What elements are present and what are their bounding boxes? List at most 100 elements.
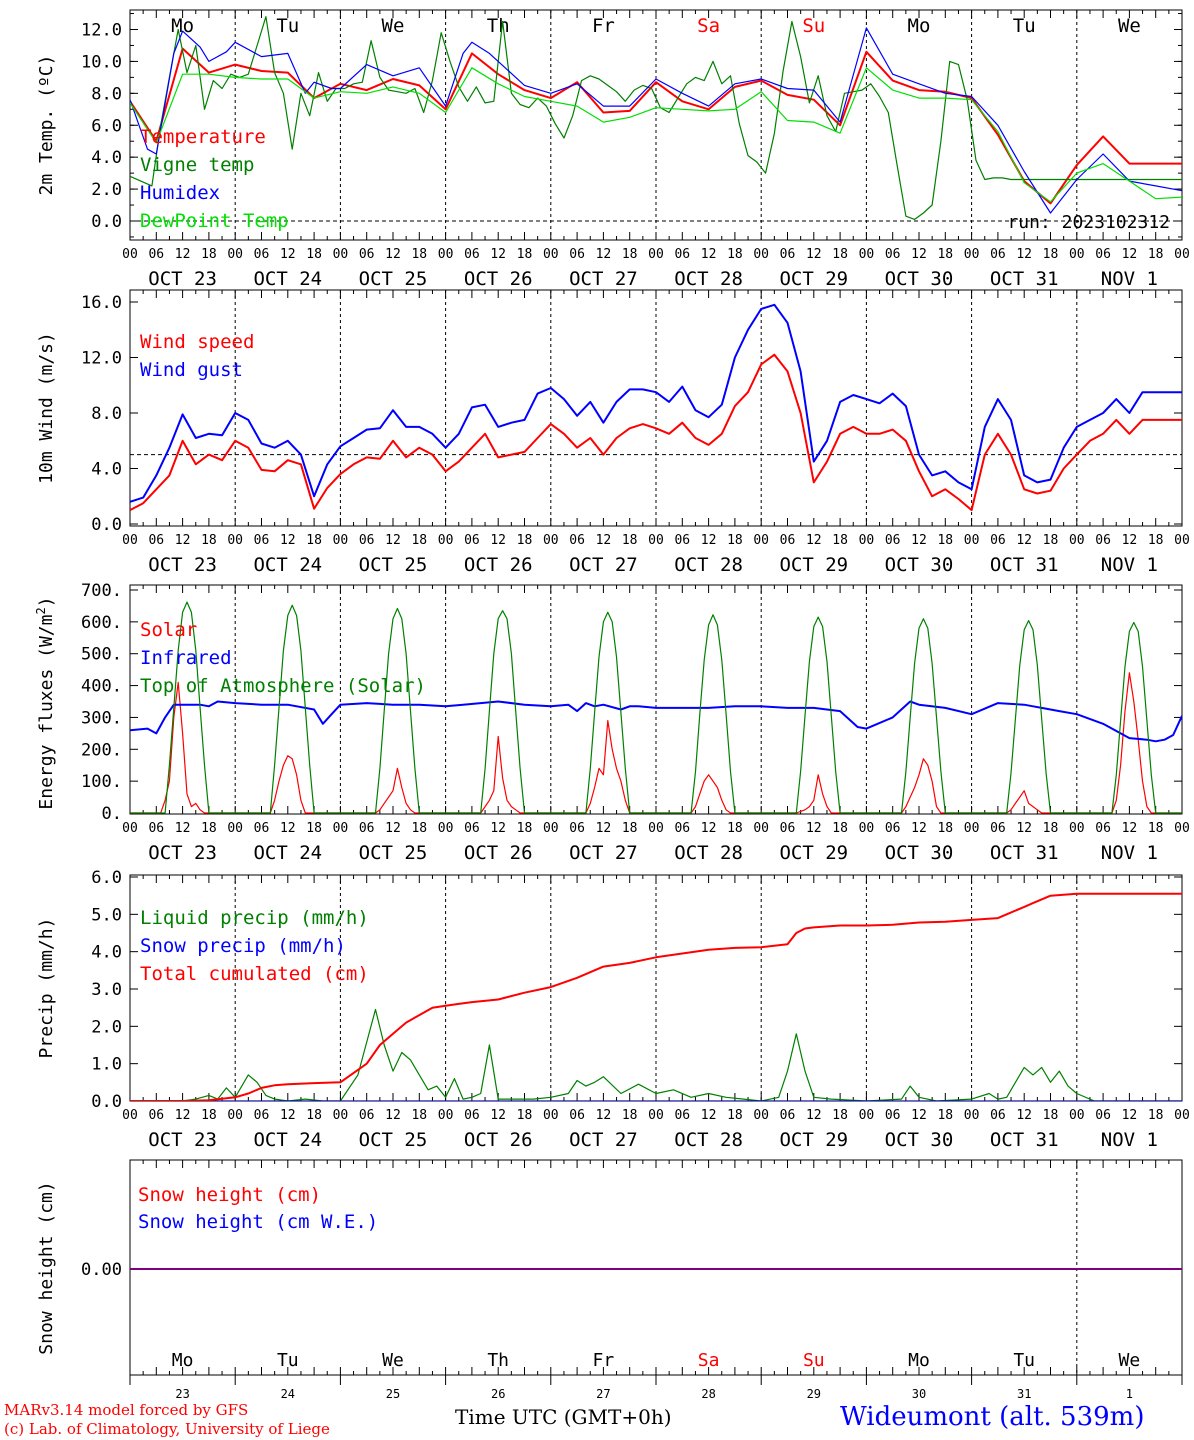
series-line-3	[130, 892, 1182, 1101]
hour-label: 18	[622, 247, 638, 262]
hour-label: 00	[1069, 533, 1085, 548]
legend-entry: DewPoint Temp	[140, 210, 289, 232]
hour-label: 06	[254, 247, 270, 262]
date-label: OCT 30	[885, 554, 954, 576]
panel-3: 0. 100. 200. 300. 400. 500. 600. 700. Energy flu…	[34, 581, 1190, 864]
hour-label: 06	[1095, 1108, 1111, 1123]
date-label: OCT 23	[148, 842, 217, 864]
day-number: 24	[281, 1387, 295, 1401]
hour-label: 00	[964, 821, 980, 836]
hour-label: 06	[1095, 533, 1111, 548]
hour-label: 06	[464, 247, 480, 262]
date-label: OCT 27	[569, 842, 638, 864]
day-name: Tu	[276, 15, 299, 37]
hour-label: 00	[859, 1108, 875, 1123]
day-name: Tu	[277, 1350, 299, 1371]
date-label: OCT 28	[674, 268, 743, 290]
hour-label: 06	[254, 533, 270, 548]
hour-label: 00	[753, 821, 769, 836]
y-tick-label: 4.0	[91, 460, 122, 480]
hour-label: 18	[622, 533, 638, 548]
hour-label: 00	[964, 533, 980, 548]
date-label: OCT 31	[990, 842, 1059, 864]
series-group	[130, 303, 1182, 512]
day-name: We	[1118, 15, 1141, 37]
hour-label: 18	[201, 1108, 217, 1123]
y-tick-label: 3.0	[91, 980, 122, 1000]
panel-2: 0.0 4.0 8.0 12.0 16.0 10m Wind (m/s) 00 06 12 18 0…	[36, 289, 1190, 576]
hour-label: 12	[596, 533, 612, 548]
hour-label: 00	[122, 1108, 138, 1123]
hour-label: 18	[1148, 247, 1164, 262]
day-name: Th	[487, 15, 510, 37]
hour-label: 12	[280, 247, 296, 262]
hour-label: 18	[832, 1108, 848, 1123]
hour-label: 06	[990, 821, 1006, 836]
y-tick-label: 6.0	[91, 868, 122, 888]
hour-label: 00	[122, 533, 138, 548]
date-label: OCT 26	[464, 268, 533, 290]
hour-label: 18	[411, 533, 427, 548]
hour-label: 12	[1122, 1108, 1138, 1123]
hour-label: 18	[411, 1108, 427, 1123]
legend-entry: Infrared	[140, 647, 232, 669]
hour-label: 18	[727, 533, 743, 548]
hour-label: 06	[1095, 821, 1111, 836]
series-group	[130, 892, 1182, 1101]
series-line-2	[130, 16, 1182, 220]
date-label: OCT 30	[885, 842, 954, 864]
y-tick-label: 4.0	[91, 148, 122, 168]
hour-label: 12	[175, 247, 191, 262]
hour-label: 06	[359, 821, 375, 836]
hour-label: 12	[1016, 1108, 1032, 1123]
date-label: OCT 25	[359, 1129, 428, 1151]
hour-label: 00	[1174, 821, 1190, 836]
hour-label: 06	[885, 533, 901, 548]
hour-label: 12	[280, 533, 296, 548]
hour-label: 12	[596, 821, 612, 836]
hour-label: 18	[832, 247, 848, 262]
date-label: NOV 1	[1101, 268, 1158, 290]
hour-label: 12	[385, 1108, 401, 1123]
day-name: Fr	[592, 15, 615, 37]
legend-entry: Vigne temp	[140, 154, 254, 176]
hour-label: 00	[648, 533, 664, 548]
hour-label: 12	[490, 821, 506, 836]
y-tick-label: 8.0	[91, 84, 122, 104]
legend-entry: Snow precip (mm/h)	[140, 935, 346, 957]
legend-entry: Top of Atmosphere (Solar)	[140, 675, 426, 697]
series-line-1	[130, 1008, 1182, 1101]
hour-label: 06	[148, 247, 164, 262]
hour-label: 18	[411, 247, 427, 262]
hour-label: 18	[727, 821, 743, 836]
hour-label: 12	[490, 533, 506, 548]
day-number: 30	[912, 1387, 926, 1401]
legend-entry: Temperature	[140, 126, 266, 148]
day-name: Su	[803, 1350, 825, 1371]
hour-label: 06	[254, 1108, 270, 1123]
date-label: OCT 29	[779, 1129, 848, 1151]
hour-label: 18	[622, 1108, 638, 1123]
hour-label: 00	[227, 1108, 243, 1123]
date-label: OCT 26	[464, 842, 533, 864]
hour-label: 12	[911, 533, 927, 548]
hour-label: 00	[1174, 533, 1190, 548]
y-axis-label: 10m Wind (m/s)	[36, 332, 57, 484]
date-label: OCT 25	[359, 554, 428, 576]
day-name: Tu	[1013, 1350, 1035, 1371]
hour-label: 18	[201, 247, 217, 262]
hour-label: 06	[148, 1108, 164, 1123]
hour-label: 12	[385, 533, 401, 548]
hour-label: 18	[1043, 247, 1059, 262]
hour-label: 00	[333, 821, 349, 836]
hour-label: 06	[990, 1108, 1006, 1123]
day-name: Sa	[697, 15, 720, 37]
hour-label: 18	[937, 247, 953, 262]
date-label: OCT 31	[990, 554, 1059, 576]
hour-label: 00	[964, 1108, 980, 1123]
hour-label: 06	[885, 821, 901, 836]
hour-label: 06	[569, 247, 585, 262]
day-number: 31	[1017, 1387, 1031, 1401]
hour-label: 18	[306, 533, 322, 548]
y-tick-label: 2.0	[91, 1017, 122, 1037]
